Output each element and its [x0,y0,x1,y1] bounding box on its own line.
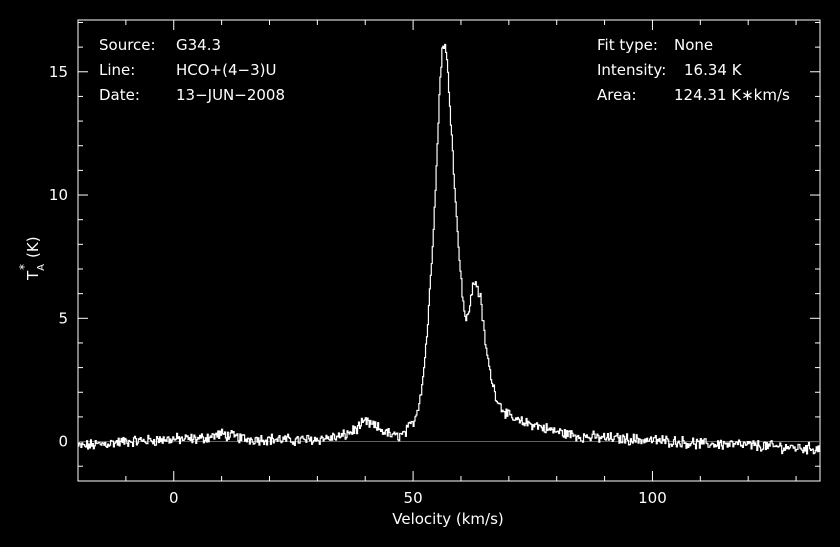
y-tick-label: 0 [58,433,68,451]
intensity-label: Intensity: [597,61,666,79]
y-axis-label-unit: (K) [24,236,42,258]
x-tick-label: 0 [169,489,179,507]
plot-frame [77,19,821,482]
axis-ticks: 0 50 100 0 5 10 15 [49,20,820,507]
area-label: Area: [597,86,637,104]
source-label: Source: [99,36,156,54]
y-tick-label: 5 [58,309,68,327]
line-value: HCO+(4−3)U [176,61,276,79]
y-axis-label: TA * (K) [17,236,47,281]
svg-text:TA*(K): TA * (K) [17,236,47,281]
y-axis-label-main: T [24,270,42,281]
fit-type-label: Fit type: [597,36,658,54]
data-layer [78,43,821,455]
spectrum-line [78,43,821,455]
y-tick-label: 15 [49,63,68,81]
date-label: Date: [99,86,140,104]
y-axis-label-sup: * [17,264,31,270]
intensity-value: 16.34 K [684,61,743,79]
date-value: 13−JUN−2008 [176,86,285,104]
x-tick-label: 50 [404,489,423,507]
plot-border [77,19,821,482]
source-value: G34.3 [176,36,221,54]
fit-type-value: None [674,36,713,54]
x-tick-label: 100 [638,489,667,507]
area-value: 124.31 K∗km/s [674,86,790,104]
line-label: Line: [99,61,135,79]
y-tick-label: 10 [49,186,68,204]
x-axis-label: Velocity (km/s) [392,510,503,528]
y-axis-label-sub: A [36,264,47,271]
